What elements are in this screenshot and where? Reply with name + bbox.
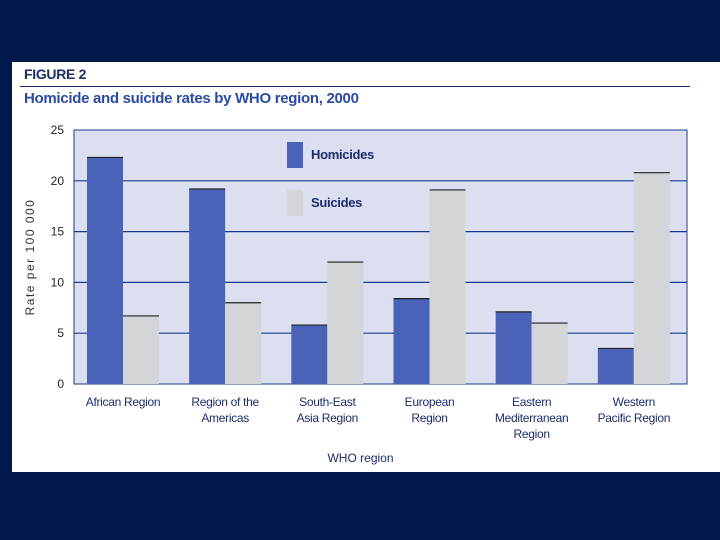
y-tick-label: 15 [51, 225, 65, 239]
bar-homicides [291, 325, 328, 384]
x-tick-label: Pacific Region [598, 411, 671, 425]
x-tick-label: European [405, 395, 455, 409]
y-tick-label: 10 [51, 275, 65, 289]
legend-swatch-suicides [287, 190, 303, 216]
figure-label: FIGURE 2 [24, 66, 87, 82]
title-rule [20, 86, 690, 87]
bar-suicides [327, 262, 364, 384]
x-tick-label: African Region [86, 395, 161, 409]
bar-suicides [429, 189, 466, 384]
x-tick-label: Western [613, 395, 655, 409]
y-tick-label: 20 [51, 174, 65, 188]
x-tick-label: Mediterranean [495, 411, 568, 425]
plot-area [73, 129, 688, 385]
chart-title: Homicide and suicide rates by WHO region… [24, 90, 359, 107]
bar-suicides [123, 315, 159, 384]
legend-swatch-homicides [287, 142, 303, 168]
bar-suicides [531, 323, 568, 384]
bar-chart: 0 5 10 15 20 25 Rate per 100 000 African Region… [23, 123, 688, 465]
x-tick-label: Americas [201, 411, 249, 425]
y-axis-label: Rate per 100 000 [23, 199, 37, 316]
bar-homicides [87, 157, 123, 384]
x-tick-label: Region of the [191, 395, 259, 409]
bar-suicides [225, 302, 262, 384]
x-axis-label: WHO region [327, 451, 393, 465]
bar-homicides [393, 298, 430, 384]
x-tick-label: Region [514, 427, 550, 441]
y-tick-label: 0 [57, 377, 64, 391]
x-tick-label: Eastern [512, 395, 551, 409]
x-tick-label: South-East [299, 395, 356, 409]
bar-homicides [597, 348, 634, 384]
legend-label: Suicides [311, 195, 362, 210]
bar-homicides [495, 311, 532, 384]
figure-panel: FIGURE 2 Homicide and suicide rates by W… [12, 62, 720, 472]
bar-suicides [633, 172, 670, 384]
legend-label: Homicides [311, 147, 374, 162]
y-tick-label: 5 [57, 326, 64, 340]
y-tick-label: 25 [51, 123, 65, 137]
x-tick-label: Region [411, 411, 447, 425]
x-tick-label: Asia Region [297, 411, 358, 425]
bar-homicides [189, 188, 226, 384]
